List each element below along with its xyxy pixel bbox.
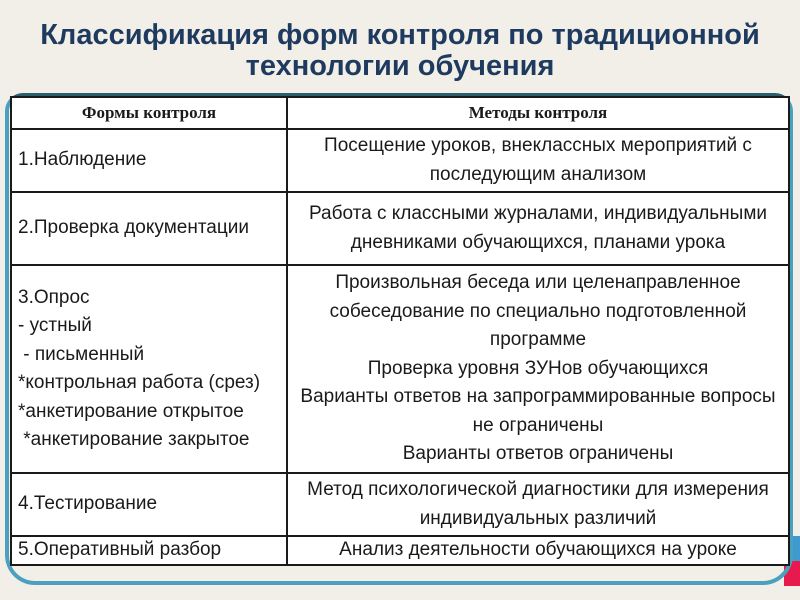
method-cell: Анализ деятельности обучающихся на уроке — [286, 535, 790, 566]
table-row: 5.Оперативный разбор Анализ деятельности… — [10, 535, 790, 566]
method-cell: Работа с классными журналами, индивидуал… — [286, 191, 790, 266]
form-cell: 1.Наблюдение — [10, 128, 288, 193]
table-frame-border — [5, 93, 793, 585]
column-header-forms: Формы контроля — [10, 96, 288, 130]
form-cell: 4.Тестирование — [10, 472, 288, 537]
form-cell: 2.Проверка документации — [10, 191, 288, 266]
table-row: 1.Наблюдение Посещение уроков, внеклассн… — [10, 128, 790, 193]
column-header-methods: Методы контроля — [286, 96, 790, 130]
page-title: Классификация форм контроля по традицион… — [40, 19, 760, 83]
table-header-row: Формы контроля Методы контроля — [10, 96, 790, 130]
method-cell: Метод психологической диагностики для из… — [286, 472, 790, 537]
method-cell: Посещение уроков, внеклассных мероприяти… — [286, 128, 790, 193]
table-row: 2.Проверка документации Работа с классны… — [10, 191, 790, 266]
method-cell: Произвольная беседа или целенаправленное… — [286, 264, 790, 474]
table-row: 3.Опрос - устный - письменный *контрольн… — [10, 264, 790, 474]
table-row: 4.Тестирование Метод психологической диа… — [10, 472, 790, 537]
form-cell: 5.Оперативный разбор — [10, 535, 288, 566]
control-forms-table: Формы контроля Методы контроля 1.Наблюде… — [10, 96, 790, 566]
form-cell: 3.Опрос - устный - письменный *контрольн… — [10, 264, 288, 474]
